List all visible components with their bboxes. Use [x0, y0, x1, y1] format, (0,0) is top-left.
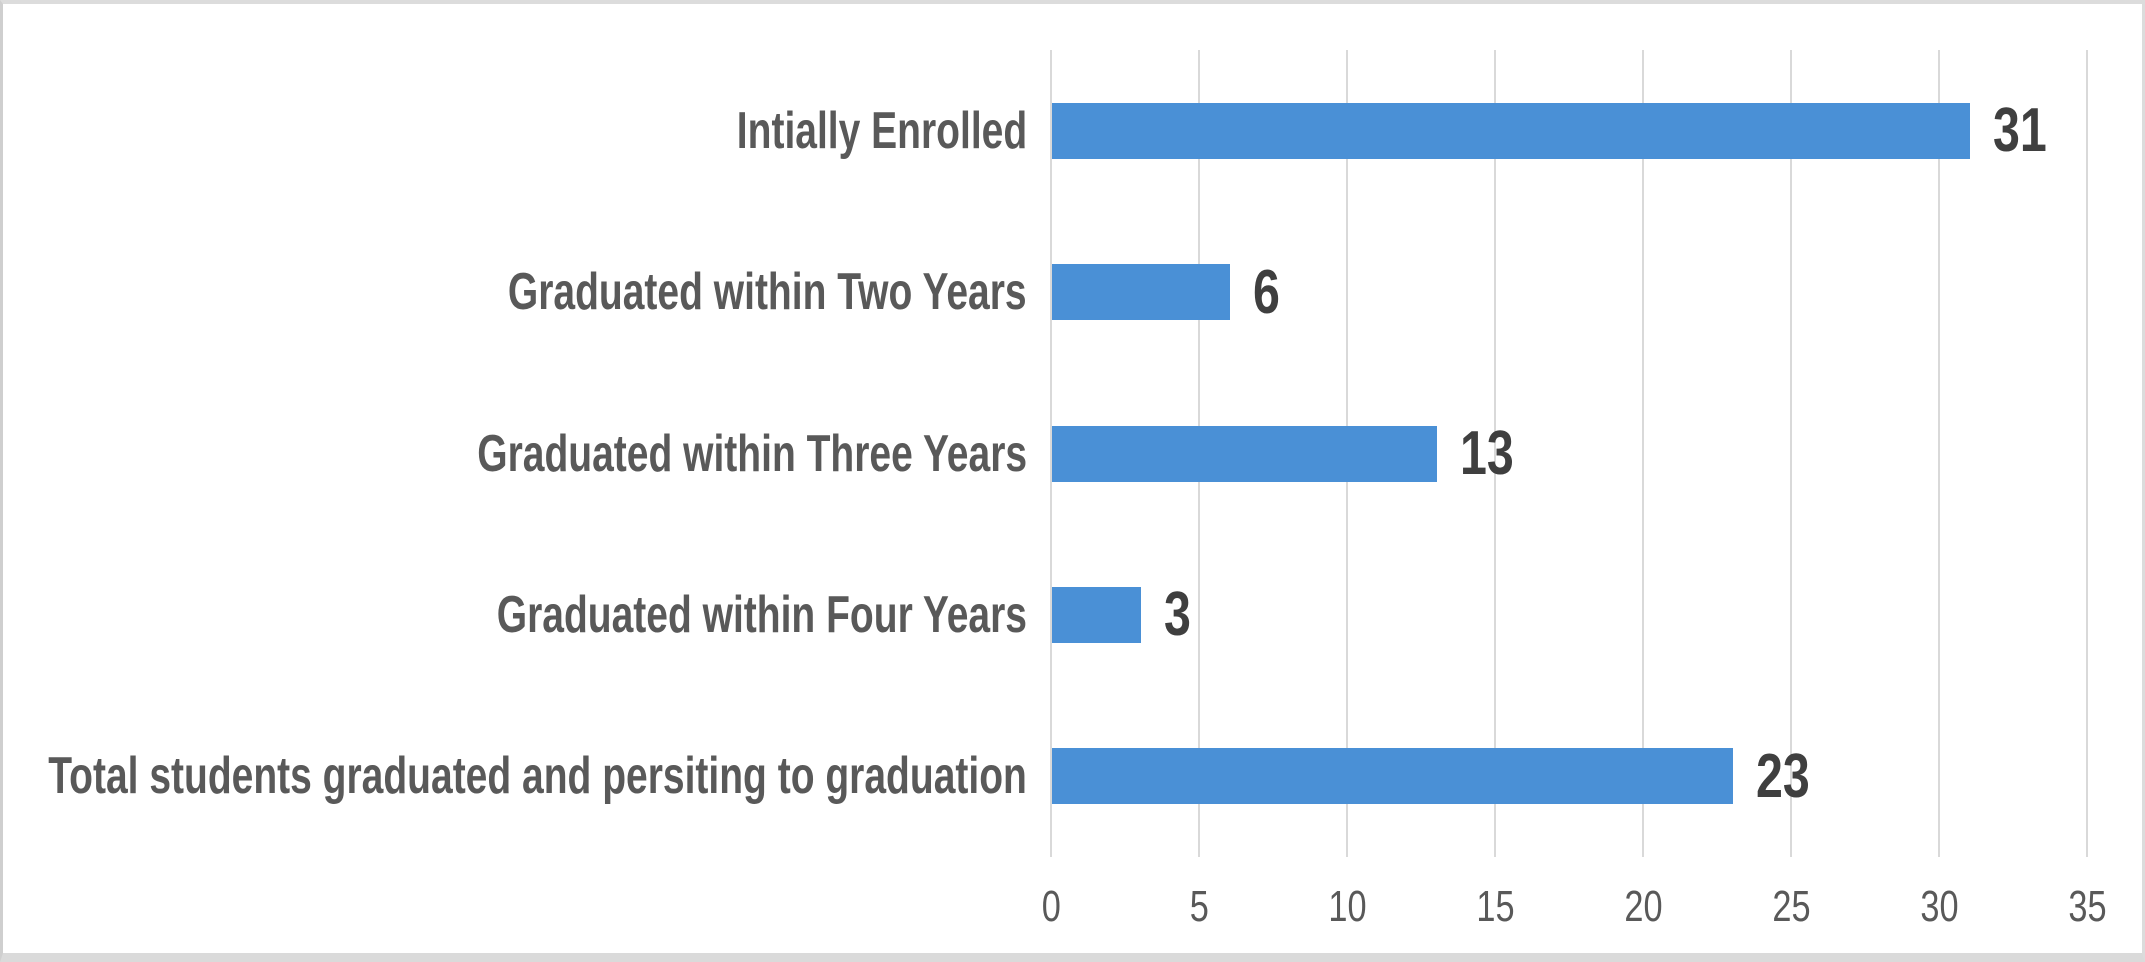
x-tick-label: 30 [1879, 882, 1999, 931]
x-tick-label: 35 [2027, 882, 2145, 931]
bar [1052, 748, 1733, 805]
x-tick-label-text: 10 [1327, 882, 1367, 931]
value-label: 23 [1756, 741, 1825, 811]
value-label: 31 [1993, 96, 2062, 166]
value-label-text: 23 [1755, 741, 1810, 811]
x-tick-label-text: 25 [1771, 882, 1811, 931]
x-tick-label-text: 35 [2067, 882, 2107, 931]
x-tick-label-text: 20 [1623, 882, 1663, 931]
value-label-text: 6 [1252, 257, 1280, 327]
x-tick-label: 15 [1435, 882, 1555, 931]
category-label-text: Graduated within Three Years [477, 424, 1027, 483]
category-label-text: Graduated within Four Years [496, 585, 1027, 644]
bar [1052, 425, 1437, 482]
gridline [1494, 50, 1496, 857]
value-label-text: 13 [1459, 419, 1514, 488]
x-tick-label: 20 [1583, 882, 1703, 931]
category-label-text: Graduated within Two Years [508, 263, 1027, 322]
gridline [1790, 50, 1792, 857]
x-tick-label: 0 [991, 882, 1111, 931]
value-label-text: 3 [1163, 580, 1191, 650]
x-tick-label-text: 5 [1189, 882, 1209, 931]
bar [1052, 102, 1970, 159]
bar [1052, 586, 1141, 643]
value-label: 13 [1460, 419, 1529, 489]
x-tick-label-text: 0 [1041, 882, 1061, 931]
category-label: Graduated within Four Years [18, 580, 1027, 650]
x-tick-label-text: 30 [1919, 882, 1959, 931]
x-tick-label: 25 [1731, 882, 1851, 931]
value-label: 3 [1164, 580, 1198, 650]
category-label-text: Intially Enrolled [736, 101, 1027, 160]
gridline [1938, 50, 1940, 857]
category-label: Total students graduated and persiting t… [18, 741, 1027, 811]
x-tick-label: 5 [1139, 882, 1259, 931]
gridline [1642, 50, 1644, 857]
x-tick-label: 10 [1287, 882, 1407, 931]
gridline [1050, 50, 1052, 857]
x-tick-label-text: 15 [1475, 882, 1515, 931]
category-label: Graduated within Two Years [18, 257, 1027, 327]
category-label: Graduated within Three Years [18, 419, 1027, 489]
bar [1052, 264, 1230, 321]
value-label-text: 31 [1992, 96, 2047, 166]
category-label-text: Total students graduated and persiting t… [48, 747, 1027, 806]
value-label: 6 [1253, 257, 1287, 327]
category-label: Intially Enrolled [18, 96, 1027, 166]
gridline [2086, 50, 2088, 857]
